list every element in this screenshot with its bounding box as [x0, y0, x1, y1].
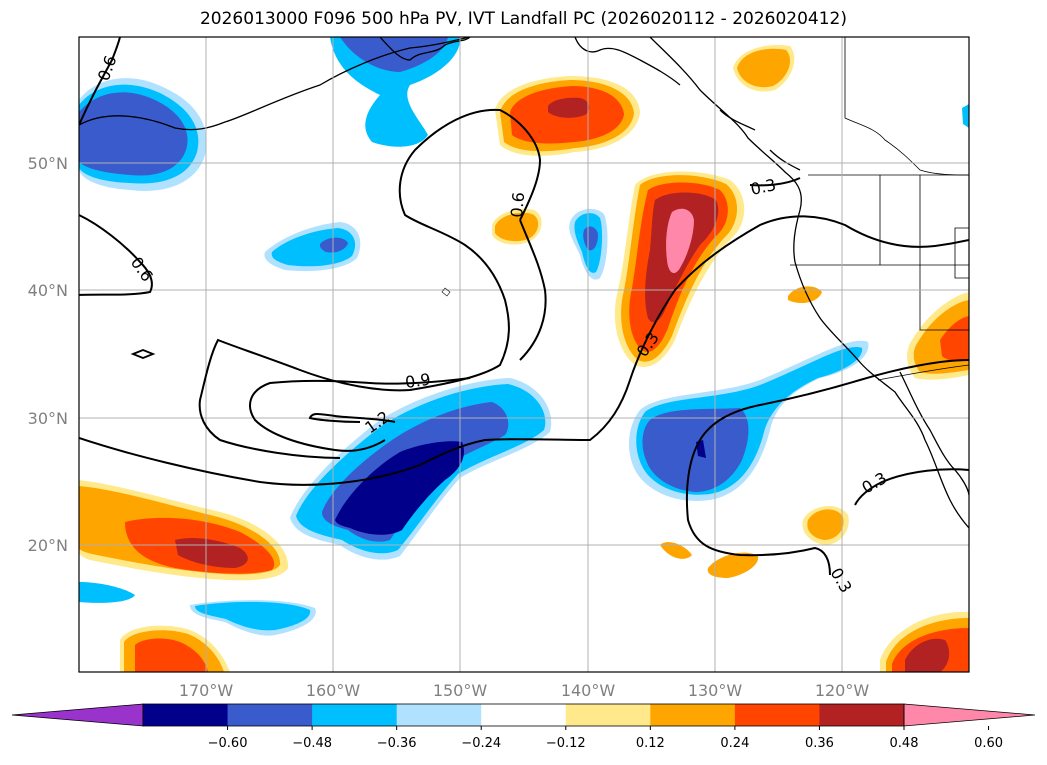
colorbar-extend-low: [11, 703, 144, 727]
colorbar-cell: [227, 704, 313, 726]
plot-title: 2026013000 F096 500 hPa PV, IVT Landfall…: [199, 9, 847, 29]
colorbar-extend-high: [903, 703, 1036, 727]
colorbar-tick-label: −0.60: [208, 736, 248, 751]
contour-0p3-north: [749, 177, 801, 187]
lon-label-150w: 150°W: [433, 681, 488, 700]
longitude-labels: 170°W 160°W 150°W 140°W 130°W 120°W: [179, 681, 870, 700]
colorbar-tick-label: −0.12: [546, 736, 586, 751]
anomaly-blob-small-2: [707, 552, 759, 578]
baja-coast: [899, 371, 969, 496]
map-frame: [78, 36, 970, 673]
lon-label-170w: 170°W: [179, 681, 234, 700]
colorbar-cell: [565, 704, 651, 726]
colorbar-cell: [650, 704, 736, 726]
anomaly-blob-tiny: [788, 286, 822, 304]
colorbar-tick-label: 0.48: [890, 736, 919, 751]
lon-label-120w: 120°W: [815, 681, 870, 700]
contour-0p6-b: [79, 37, 121, 126]
colorbar-tick-label: −0.24: [461, 736, 501, 751]
anomaly-blob-west-strip: [79, 582, 135, 603]
anomaly-blob-small-3: [660, 542, 692, 559]
colorbar-tick-label: 0.24: [720, 736, 749, 751]
shaded-field: [79, 37, 969, 672]
colorbar-tick-label: −0.36: [377, 736, 417, 751]
colorbar-cell: [396, 704, 482, 726]
lat-label-40: 40°N: [28, 281, 68, 300]
gridlines: [79, 37, 969, 672]
navy-core: [335, 441, 465, 535]
political-borders: [790, 37, 969, 381]
colorbar-tick-label: 0.60: [974, 736, 1003, 751]
colorbar-outline: [142, 703, 905, 727]
lon-label-140w: 140°W: [561, 681, 616, 700]
bc-coast: [649, 37, 969, 529]
coastlines: [79, 37, 969, 529]
colorbar-cell: [143, 704, 229, 726]
pink-core: [666, 208, 694, 274]
shade-outlines: [441, 287, 451, 297]
contour-0p6-inner2: [519, 219, 547, 361]
colorbar-cell: [819, 704, 905, 726]
colorbar-cell: [734, 704, 820, 726]
lat-label-20: 20°N: [28, 536, 68, 555]
contour-label-3: 0.6: [507, 191, 528, 218]
alaska-coast: [79, 37, 471, 131]
contour-0p3-se: [854, 468, 969, 506]
colorbar-cell: [481, 704, 567, 726]
contour-0p6-a: [79, 214, 153, 296]
colorbar-tick-label: −0.48: [292, 736, 332, 751]
contour-0p6-inner: [198, 108, 542, 459]
colorbar-cell: [312, 704, 398, 726]
colorbar-tick-label: 0.12: [636, 736, 665, 751]
lon-label-160w: 160°W: [306, 681, 361, 700]
contour-1p2: [308, 413, 396, 423]
contour-0p3-east: [685, 359, 969, 576]
lat-label-30: 30°N: [28, 409, 68, 428]
lat-label-50: 50°N: [28, 154, 68, 173]
lon-label-130w: 130°W: [688, 681, 743, 700]
pv-contours: [79, 37, 969, 576]
latitude-labels: 20°N 30°N 40°N 50°N: [28, 154, 68, 555]
contour-label-4: 0.9: [404, 370, 432, 392]
contour-0p9: [249, 377, 471, 452]
contour-0p6-main: [79, 215, 969, 486]
colorbar: −0.60 −0.48 −0.36 −0.24 −0.12 0.12 0.24 0.36 0.4…: [11, 703, 1036, 751]
contour-small-diamond: [130, 349, 156, 359]
colorbar-tick-label: 0.36: [805, 736, 834, 751]
contour-label-7: 0.3: [749, 175, 778, 199]
